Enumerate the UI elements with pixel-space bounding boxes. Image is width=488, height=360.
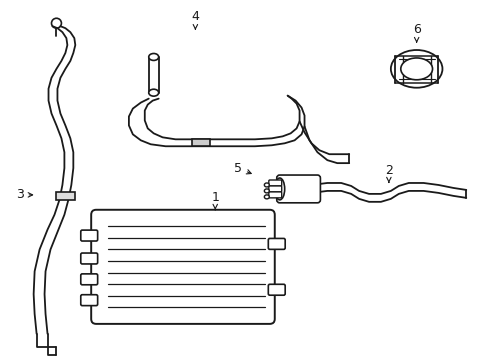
FancyBboxPatch shape [276,175,320,203]
Ellipse shape [274,178,284,200]
FancyBboxPatch shape [268,186,281,192]
Text: 1: 1 [211,192,219,210]
FancyBboxPatch shape [268,192,281,198]
Ellipse shape [264,183,269,187]
Bar [56,192,75,200]
Text: 3: 3 [16,188,33,201]
Ellipse shape [390,50,442,88]
Bar [192,139,210,146]
FancyBboxPatch shape [268,238,285,249]
FancyBboxPatch shape [91,210,274,324]
FancyBboxPatch shape [268,284,285,295]
Text: 6: 6 [412,23,420,42]
Text: 4: 4 [191,10,199,29]
Ellipse shape [148,89,158,96]
Text: 2: 2 [384,163,392,182]
FancyBboxPatch shape [268,180,281,186]
Ellipse shape [264,195,269,199]
Ellipse shape [400,58,432,80]
FancyBboxPatch shape [81,274,98,285]
FancyBboxPatch shape [81,253,98,264]
Text: 5: 5 [234,162,251,175]
Ellipse shape [148,54,158,60]
FancyBboxPatch shape [81,295,98,306]
Ellipse shape [264,189,269,193]
FancyBboxPatch shape [81,230,98,241]
